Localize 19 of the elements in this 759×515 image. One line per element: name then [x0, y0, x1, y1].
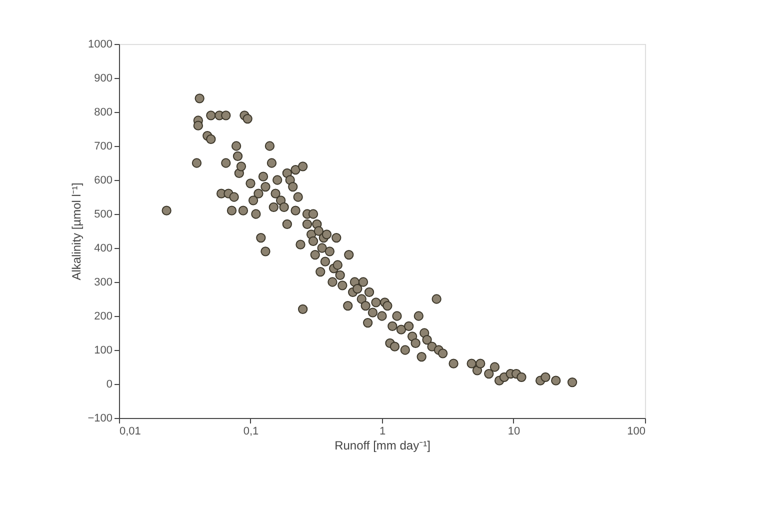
- y-tick-label: 600: [94, 174, 112, 186]
- y-tick-label: 400: [94, 242, 112, 254]
- x-tick-label: 10: [508, 426, 520, 438]
- y-tick-label: −100: [88, 412, 112, 424]
- x-axis-title: Runoff [mm day⁻¹]: [334, 438, 430, 452]
- y-tick-label: 500: [94, 208, 112, 220]
- y-tick-label: 700: [94, 140, 112, 152]
- x-tick-label: 0,01: [120, 426, 141, 438]
- x-tick-label: 1: [379, 426, 386, 438]
- y-tick-label: 0: [106, 378, 112, 390]
- x-tick-label: 0,1: [243, 426, 259, 438]
- y-tick-label: 1000: [88, 38, 112, 50]
- y-tick-label: 800: [94, 106, 112, 118]
- y-tick-label: 300: [94, 276, 112, 288]
- x-tick-label: 100: [627, 426, 646, 438]
- y-axis-title: Alkalinity [µmol l⁻¹]: [70, 182, 84, 280]
- y-tick-label: 900: [94, 72, 112, 84]
- y-tick-label: 200: [94, 310, 112, 322]
- y-tick-label: 100: [94, 344, 112, 356]
